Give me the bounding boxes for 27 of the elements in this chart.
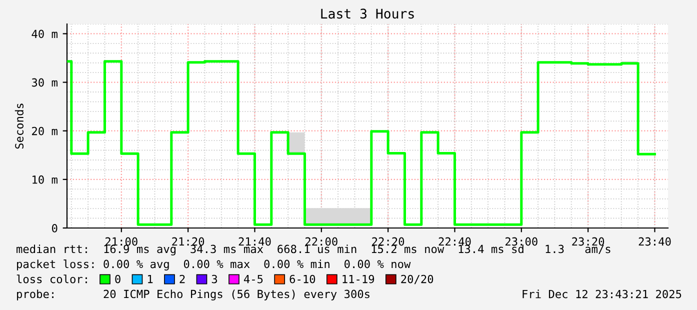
y-tick-label: 0 [52,224,58,232]
legend-label: 20/20 [401,274,434,284]
x-tick-label: 22:00 [306,237,338,246]
legend-label: 11-19 [342,274,374,284]
y-tick-label: 10 m [32,175,58,184]
legend-label: 0 [115,274,120,284]
legend-label: 6-10 [290,274,316,284]
y-axis-title: Seconds [14,104,24,149]
x-tick-label: 23:40 [638,237,671,246]
legend-title: loss color: [16,274,87,284]
text: packet loss: 0.00 % avg 0.00 % max 0.00 % min 0.00 % now [17,260,411,270]
y-tick-label: 40 m [32,30,58,38]
legend-label: 3 [212,274,218,284]
x-tick-label: 22:40 [438,237,471,246]
y-tick-label: 20 m [32,126,58,136]
legend-label: 4-5 [244,274,263,284]
x-tick-label: 21:20 [172,237,204,246]
y-tick-label: 30 m [32,78,58,87]
x-tick-label: 23:20 [572,237,604,246]
text: probe: 20 ICMP Echo Pings (56 Bytes) every 300s [17,290,370,300]
chart-title: Last 3 Hours [321,8,414,19]
x-tick-label: 21:00 [106,237,138,246]
x-tick-label: 21:40 [238,237,271,246]
text: Fri Dec 12 23:43:21 2025 [522,290,682,298]
legend-label: 1 [148,274,153,284]
legend-label: 2 [180,274,185,284]
x-tick-label: 23:00 [506,237,538,246]
